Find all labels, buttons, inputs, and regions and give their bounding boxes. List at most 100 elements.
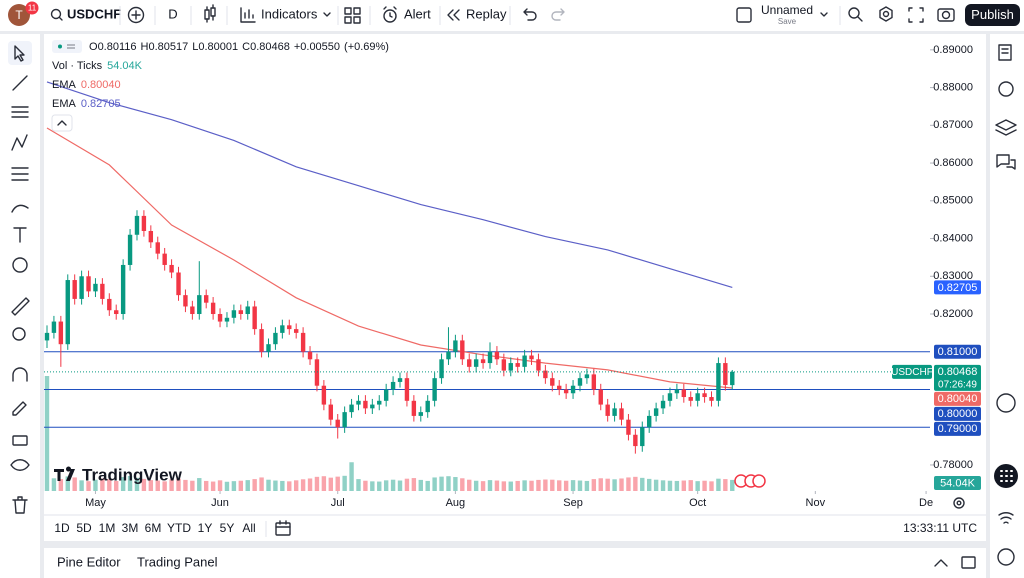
candle-body [335,419,340,428]
cursor-tool[interactable] [14,45,25,62]
legend-toggle[interactable] [52,40,82,53]
delete-tool[interactable] [12,496,28,514]
candle-body [598,389,603,405]
maximize-panel[interactable] [961,556,976,569]
avatar-button[interactable]: T 11 [8,1,39,27]
range-button[interactable]: 3M [122,521,139,535]
volume-bar [432,477,437,491]
price-tag [934,280,981,295]
magnet-tool[interactable] [12,367,28,382]
undo-button[interactable] [523,8,537,21]
event-flag [752,474,766,488]
candle-body [529,355,534,360]
settings-button[interactable] [879,6,893,22]
expand-panel[interactable] [934,559,948,567]
price-tag-label: 0.80040 [938,393,978,405]
volume-bar [252,479,257,491]
volume-bar [577,480,583,491]
range-button[interactable]: 5D [76,521,92,535]
candle-body [155,242,160,254]
go-to-date-button[interactable] [275,520,291,536]
candle-body [238,310,244,315]
fullscreen-button[interactable] [908,7,924,23]
chart-type-button[interactable] [204,4,216,23]
publish-button[interactable]: Publish [965,4,1020,26]
alerts-button[interactable] [998,81,1014,97]
compare-button[interactable] [127,6,145,24]
candle-body [169,264,174,273]
watchlist-button[interactable] [998,44,1012,61]
candle-body [550,378,555,386]
quick-search-button[interactable] [848,7,863,22]
ema-value: 0.80040 [81,79,121,91]
volume-bar [204,480,209,491]
help-button[interactable] [997,548,1015,566]
interval[interactable]: D [168,6,177,21]
indicators-button[interactable]: Indicators [240,6,331,23]
calendar-icon [275,520,291,528]
collapse-legend[interactable] [51,114,73,132]
candle-body [162,253,167,265]
stream-button[interactable] [998,512,1014,524]
range-button[interactable]: 5Y [220,521,235,535]
range-button[interactable]: All [242,521,255,535]
layout-button[interactable]: Unnamed Save [736,3,828,26]
indicators-label: Indicators [261,6,318,21]
candle-body [245,306,250,315]
settings-gear[interactable] [953,497,965,509]
panel-tab[interactable]: Pine Editor [57,554,121,569]
redo-button[interactable] [551,8,565,21]
volume-bar [224,481,230,491]
lock-tool[interactable] [12,435,28,446]
grid-icon [353,16,361,24]
volume-bar [51,478,57,491]
zoom-tool[interactable] [12,327,26,341]
brush-tool[interactable] [11,204,29,213]
candle-body [446,351,451,360]
volume-bar [100,478,105,491]
range-button[interactable]: 6M [145,521,162,535]
search-icon [58,16,63,21]
avatar-initial: T [15,8,23,22]
projection-tool[interactable] [11,167,29,181]
templates-button[interactable] [344,7,361,24]
text-tool[interactable] [13,227,27,243]
volume-bar [58,479,64,491]
alert-button[interactable]: Alert [383,6,431,23]
candle-body [612,408,617,416]
chats-button[interactable] [996,154,1016,170]
pattern-tool[interactable] [11,134,28,151]
volume-bar [550,479,555,491]
replay-button[interactable]: Replay [447,6,507,21]
layers-button[interactable] [995,119,1017,136]
panel-tab[interactable]: Trading Panel [137,554,218,569]
volume-bar [688,480,693,491]
candle-body [515,363,520,367]
volume-bar [543,479,548,491]
plot-area [44,81,930,491]
symbol: USDCHF [67,6,121,21]
trendline-tool[interactable] [12,75,28,91]
volume-bar [605,478,610,491]
symbol-tag [892,364,932,379]
candle-body [314,359,320,386]
volume-bar [460,478,465,491]
candle-body [536,359,541,371]
symbol-search[interactable]: USDCHF [50,6,122,21]
emoji-tool[interactable] [12,257,28,273]
candle-body [660,400,666,409]
visibility-tool[interactable] [10,459,30,471]
plus-icon [127,6,145,24]
volume-bar [370,481,375,491]
range-button[interactable]: 1M [99,521,116,535]
candle-body [460,340,465,360]
lock-drawing-tool[interactable] [12,401,27,416]
measure-tool[interactable] [11,297,30,316]
range-button[interactable]: YTD [167,521,191,535]
range-button[interactable]: 1D [54,521,70,535]
ideas-button[interactable] [996,393,1016,413]
fib-tool[interactable] [11,106,29,118]
range-button[interactable]: 1Y [198,521,213,535]
snapshot-button[interactable] [937,8,955,22]
candle-body [432,378,437,401]
